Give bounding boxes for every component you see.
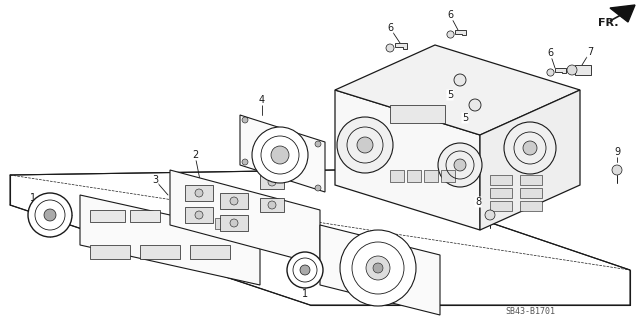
Bar: [233, 218, 247, 229]
Text: 7: 7: [587, 47, 593, 57]
Bar: [185, 185, 213, 201]
Bar: [490, 175, 512, 185]
Circle shape: [242, 159, 248, 165]
Bar: [520, 188, 542, 198]
Bar: [260, 198, 284, 212]
Bar: [390, 170, 404, 182]
Text: 2: 2: [192, 150, 198, 160]
Polygon shape: [80, 195, 260, 285]
Circle shape: [523, 141, 537, 155]
Circle shape: [357, 137, 373, 153]
Text: 5: 5: [462, 113, 468, 123]
Text: 9: 9: [614, 147, 620, 157]
Circle shape: [469, 99, 481, 111]
Bar: [185, 207, 213, 223]
Polygon shape: [480, 90, 580, 230]
Circle shape: [547, 69, 554, 76]
Polygon shape: [240, 115, 325, 192]
Text: 1: 1: [302, 289, 308, 299]
Circle shape: [485, 210, 495, 220]
Text: 5: 5: [447, 90, 453, 100]
Circle shape: [504, 122, 556, 174]
Text: 8: 8: [475, 197, 481, 207]
Polygon shape: [610, 5, 635, 22]
Circle shape: [195, 211, 203, 219]
Text: 3: 3: [152, 175, 158, 185]
Polygon shape: [320, 225, 440, 315]
Circle shape: [337, 117, 393, 173]
Circle shape: [315, 185, 321, 191]
Bar: [490, 188, 512, 198]
Circle shape: [230, 197, 238, 205]
Circle shape: [230, 219, 238, 227]
Bar: [220, 215, 248, 231]
Text: FR.: FR.: [598, 18, 618, 28]
Circle shape: [386, 44, 394, 52]
Bar: [424, 170, 438, 182]
Polygon shape: [335, 45, 580, 135]
Text: 4: 4: [259, 95, 265, 105]
Bar: [220, 193, 248, 209]
Polygon shape: [335, 90, 480, 230]
Bar: [407, 170, 421, 182]
Bar: [490, 201, 512, 211]
Circle shape: [567, 65, 577, 75]
Polygon shape: [555, 68, 566, 73]
Bar: [441, 170, 455, 182]
Text: 1: 1: [30, 193, 36, 203]
Bar: [520, 201, 542, 211]
Text: 6: 6: [447, 10, 453, 20]
Circle shape: [242, 117, 248, 123]
Bar: [575, 65, 591, 75]
Circle shape: [195, 189, 203, 197]
Polygon shape: [10, 170, 630, 305]
Circle shape: [271, 146, 289, 164]
Bar: [215, 218, 229, 229]
Bar: [130, 210, 160, 222]
Circle shape: [28, 193, 72, 237]
Circle shape: [438, 143, 482, 187]
Bar: [140, 245, 180, 259]
Bar: [520, 175, 542, 185]
Bar: [190, 245, 230, 259]
Circle shape: [268, 201, 276, 209]
Circle shape: [454, 74, 466, 86]
Bar: [90, 245, 130, 259]
Circle shape: [366, 256, 390, 280]
Polygon shape: [455, 30, 466, 36]
Circle shape: [340, 230, 416, 306]
Bar: [390, 105, 445, 123]
Circle shape: [252, 127, 308, 183]
Circle shape: [373, 263, 383, 273]
Circle shape: [454, 159, 466, 171]
Text: 6: 6: [387, 23, 393, 33]
Text: 6: 6: [547, 48, 553, 58]
Text: SB43-B1701: SB43-B1701: [505, 308, 555, 316]
Circle shape: [268, 178, 276, 186]
Circle shape: [287, 252, 323, 288]
Circle shape: [315, 141, 321, 147]
Circle shape: [447, 31, 454, 38]
Circle shape: [612, 165, 622, 175]
Polygon shape: [395, 43, 407, 49]
Bar: [90, 210, 125, 222]
Bar: [260, 175, 284, 189]
Circle shape: [300, 265, 310, 275]
Polygon shape: [170, 170, 320, 265]
Circle shape: [44, 209, 56, 221]
